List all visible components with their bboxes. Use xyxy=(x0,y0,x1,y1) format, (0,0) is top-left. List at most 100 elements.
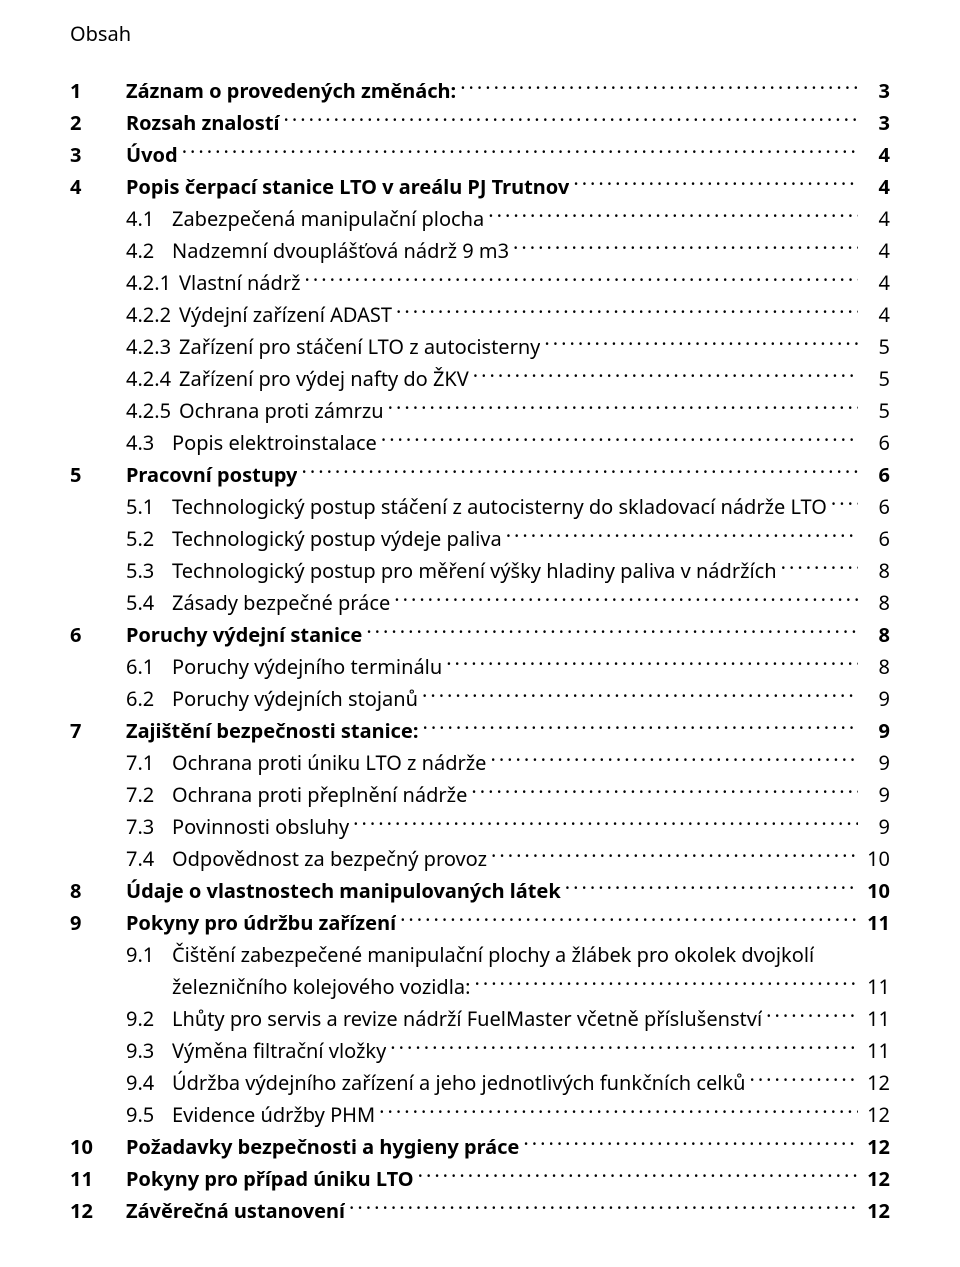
toc-leader-dots xyxy=(390,1038,858,1058)
toc-entry-text: Pokyny pro případ úniku LTO xyxy=(126,1163,414,1195)
toc-entry-text: Výdejní zařízení ADAST xyxy=(179,299,392,331)
toc-entry-level2: 9.5Evidence údržby PHM12 xyxy=(70,1099,890,1131)
toc-leader-dots xyxy=(353,814,858,834)
toc-leader-dots xyxy=(573,174,858,194)
toc-entry-number: 6 xyxy=(70,619,126,651)
document-page: Obsah 1Záznam o provedených změnách:32Ro… xyxy=(0,0,960,1267)
toc-entry-number: 5.1 xyxy=(126,491,172,523)
toc-entry-level2: 9.4Údržba výdejního zařízení a jeho jedn… xyxy=(70,1067,890,1099)
toc-leader-dots xyxy=(474,974,858,994)
toc-entry-number: 9.3 xyxy=(126,1035,172,1067)
toc-entry-page: 10 xyxy=(862,843,890,875)
toc-entry-level1: 11Pokyny pro případ úniku LTO12 xyxy=(70,1163,890,1195)
toc-entry-page: 9 xyxy=(862,715,890,747)
toc-entry-number: 3 xyxy=(70,139,126,171)
toc-leader-dots xyxy=(418,1166,858,1186)
toc-entry-level1: 9Pokyny pro údržbu zařízení11 xyxy=(70,907,890,939)
toc-entry-text: Odpovědnost za bezpečný provoz xyxy=(172,843,487,875)
toc-leader-dots xyxy=(460,78,858,98)
toc-leader-dots xyxy=(523,1134,858,1154)
toc-entry-level1: 8Údaje o vlastnostech manipulovaných lát… xyxy=(70,875,890,907)
toc-entry-page: 9 xyxy=(862,779,890,811)
toc-entry-level2: 5.4Zásady bezpečné práce8 xyxy=(70,587,890,619)
toc-entry-number: 5 xyxy=(70,459,126,491)
toc-entry-text: Pokyny pro údržbu zařízení xyxy=(126,907,396,939)
toc-entry-text: Údržba výdejního zařízení a jeho jednotl… xyxy=(172,1067,745,1099)
toc-entry-level2: 9.2Lhůty pro servis a revize nádrží Fuel… xyxy=(70,1003,890,1035)
toc-leader-dots xyxy=(565,878,858,898)
toc-entry-level2: 4.3Popis elektroinstalace6 xyxy=(70,427,890,459)
toc-entry-level2: 4.2.3Zařízení pro stáčení LTO z autocist… xyxy=(70,331,890,363)
toc-entry-level1: 12Závěrečná ustanovení12 xyxy=(70,1195,890,1227)
toc-entry-page: 6 xyxy=(862,523,890,555)
toc-leader-dots xyxy=(349,1198,858,1218)
toc-leader-dots xyxy=(749,1070,858,1090)
toc-entry-level2: 7.3Povinnosti obsluhy9 xyxy=(70,811,890,843)
page-title: Obsah xyxy=(70,20,890,47)
toc-entry-page: 11 xyxy=(862,907,890,939)
toc-entry-level1: 6Poruchy výdejní stanice8 xyxy=(70,619,890,651)
toc-entry-text: Zabezpečená manipulační plocha xyxy=(172,203,484,235)
toc-entry-page: 5 xyxy=(862,363,890,395)
toc-entry-text: Pracovní postupy xyxy=(126,459,297,491)
toc-entry-level2: 9.1Čištění zabezpečené manipulační ploch… xyxy=(70,939,890,971)
toc-entry-page: 4 xyxy=(862,235,890,267)
toc-entry-number: 7.2 xyxy=(126,779,172,811)
toc-entry-level2: 4.2.5Ochrana proti zámrzu5 xyxy=(70,395,890,427)
toc-leader-dots xyxy=(388,398,858,418)
toc-leader-dots xyxy=(422,686,858,706)
toc-entry-number: 6.2 xyxy=(126,683,172,715)
toc-entry-level2: 4.2Nadzemní dvouplášťová nádrž 9 m3 4 xyxy=(70,235,890,267)
toc-entry-level2: 9.3Výměna filtrační vložky11 xyxy=(70,1035,890,1067)
toc-entry-page: 12 xyxy=(862,1067,890,1099)
toc-entry-page: 9 xyxy=(862,683,890,715)
toc-entry-number: 7 xyxy=(70,715,126,747)
toc-entry-number: 4.2 xyxy=(126,235,172,267)
toc-entry-text: Zásady bezpečné práce xyxy=(172,587,390,619)
toc-leader-dots xyxy=(381,430,858,450)
toc-entry-text: Požadavky bezpečnosti a hygieny práce xyxy=(126,1131,519,1163)
toc-entry-number: 4.2.2 xyxy=(126,299,179,331)
toc-entry-text: Nadzemní dvouplášťová nádrž 9 m3 xyxy=(172,235,509,267)
toc-entry-text: železničního kolejového vozidla: xyxy=(172,971,470,1003)
toc-entry-number: 9.4 xyxy=(126,1067,172,1099)
toc-leader-dots xyxy=(446,654,858,674)
toc-entry-number: 7.1 xyxy=(126,747,172,779)
toc-entry-page: 8 xyxy=(862,651,890,683)
toc-entry-number: 1 xyxy=(70,75,126,107)
toc-entry-text: Povinnosti obsluhy xyxy=(172,811,349,843)
toc-entry-page: 4 xyxy=(862,267,890,299)
toc-entry-level2: 4.2.4Zařízení pro výdej nafty do ŽKV 5 xyxy=(70,363,890,395)
toc-entry-text: Rozsah znalostí xyxy=(126,107,280,139)
toc-entry-text: Údaje o vlastnostech manipulovaných láte… xyxy=(126,875,561,907)
toc-entry-level1: 10Požadavky bezpečnosti a hygieny práce1… xyxy=(70,1131,890,1163)
toc-leader-dots xyxy=(473,366,858,386)
toc-leader-dots xyxy=(831,494,858,514)
toc-entry-page: 4 xyxy=(862,171,890,203)
toc-entry-page: 3 xyxy=(862,75,890,107)
toc-entry-page: 4 xyxy=(862,203,890,235)
toc-entry-continuation: železničního kolejového vozidla:11 xyxy=(70,971,890,1003)
toc-entry-page: 4 xyxy=(862,139,890,171)
toc-entry-number: 5.4 xyxy=(126,587,172,619)
toc-entry-level1: 4Popis čerpací stanice LTO v areálu PJ T… xyxy=(70,171,890,203)
toc-entry-number: 4.2.4 xyxy=(126,363,179,395)
toc-entry-text: Ochrana proti přeplnění nádrže xyxy=(172,779,467,811)
toc-entry-text: Technologický postup stáčení z autociste… xyxy=(172,491,827,523)
toc-entry-number: 10 xyxy=(70,1131,126,1163)
toc-entry-number: 9.5 xyxy=(126,1099,172,1131)
toc-entry-page: 6 xyxy=(862,491,890,523)
toc-entry-page: 12 xyxy=(862,1195,890,1227)
toc-entry-level2: 7.2Ochrana proti přeplnění nádrže 9 xyxy=(70,779,890,811)
toc-entry-page: 3 xyxy=(862,107,890,139)
toc-entry-level2: 7.4Odpovědnost za bezpečný provoz10 xyxy=(70,843,890,875)
toc-leader-dots xyxy=(400,910,858,930)
toc-entry-text: Zařízení pro výdej nafty do ŽKV xyxy=(179,363,469,395)
toc-entry-page: 6 xyxy=(862,427,890,459)
table-of-contents: 1Záznam o provedených změnách:32Rozsah z… xyxy=(70,75,890,1227)
toc-leader-dots xyxy=(182,142,858,162)
toc-entry-number: 4.2.1 xyxy=(126,267,179,299)
toc-leader-dots xyxy=(284,110,859,130)
toc-leader-dots xyxy=(422,718,858,738)
toc-leader-dots xyxy=(766,1006,858,1026)
